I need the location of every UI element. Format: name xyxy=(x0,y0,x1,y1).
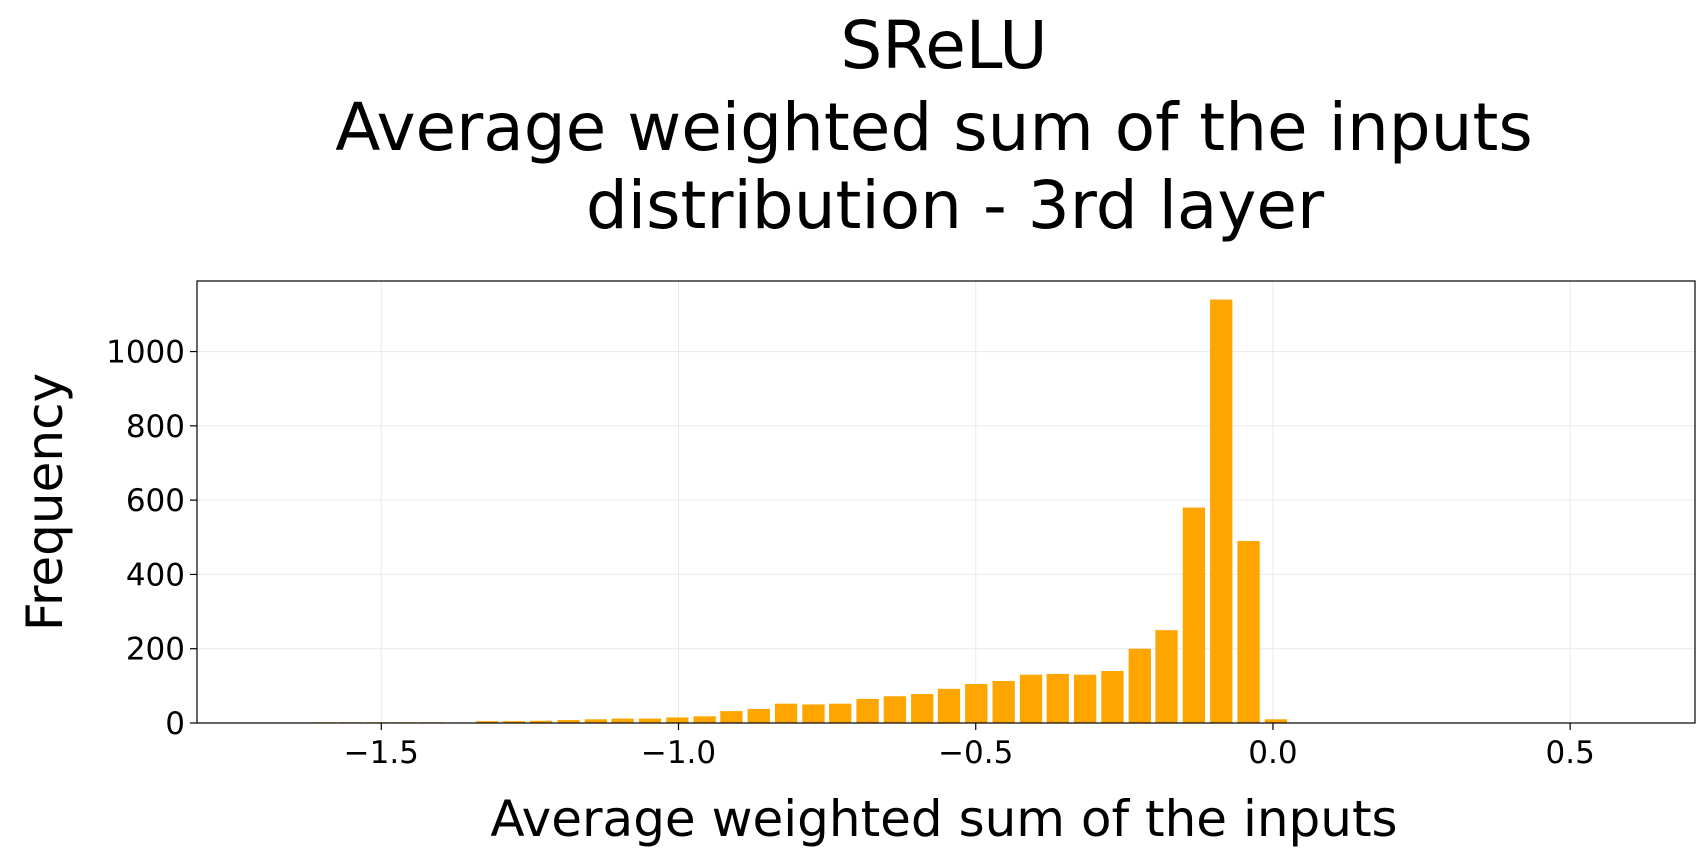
x-tick-label: −0.5 xyxy=(938,735,1013,771)
x-axis-label: Average weighted sum of the inputs xyxy=(490,790,1397,848)
bar xyxy=(911,694,934,723)
bar xyxy=(965,684,988,723)
y-tick-label: 400 xyxy=(126,557,185,593)
bar xyxy=(584,719,608,723)
bar xyxy=(1046,673,1069,723)
bar xyxy=(611,718,634,723)
bar xyxy=(1210,299,1233,723)
bar xyxy=(666,717,689,723)
bar xyxy=(992,681,1015,723)
bar xyxy=(937,688,961,723)
x-axis-ticks: −1.5 −1.0 −0.5 0.0 0.5 xyxy=(344,723,1595,771)
y-axis-ticks: 0 200 400 600 800 1000 xyxy=(106,335,197,742)
bar xyxy=(530,720,553,723)
bar xyxy=(747,708,770,723)
bar xyxy=(1264,719,1288,723)
chart-title-line-2: Average weighted sum of the inputs xyxy=(335,89,1533,166)
bar xyxy=(638,718,662,723)
y-tick-label: 1000 xyxy=(106,335,185,371)
bar xyxy=(720,711,743,723)
x-tick-label: 0.0 xyxy=(1248,735,1297,771)
chart-title-line-3: distribution - 3rd layer xyxy=(586,167,1325,244)
chart-title-line-1: SReLU xyxy=(840,7,1047,84)
bar xyxy=(1128,648,1151,723)
x-tick-label: −1.0 xyxy=(641,735,716,771)
bar xyxy=(829,703,852,723)
y-tick-label: 800 xyxy=(126,409,185,445)
chart-title: SReLU Average weighted sum of the inputs… xyxy=(335,7,1533,244)
bar xyxy=(802,704,825,723)
bar xyxy=(856,698,879,723)
bars xyxy=(312,299,1288,723)
x-tick-label: 0.5 xyxy=(1546,735,1595,771)
bar xyxy=(1155,630,1178,723)
bar xyxy=(1019,674,1043,723)
bar xyxy=(475,721,499,723)
bar xyxy=(1182,507,1206,723)
x-tick-label: −1.5 xyxy=(344,735,419,771)
bar xyxy=(1073,674,1097,723)
y-tick-label: 200 xyxy=(126,632,185,668)
bar xyxy=(883,696,907,723)
bar xyxy=(693,716,716,723)
bar xyxy=(1101,671,1124,723)
bar xyxy=(557,720,580,723)
gridlines xyxy=(197,281,1695,724)
y-tick-label: 0 xyxy=(165,706,185,742)
bar xyxy=(502,721,525,723)
plot-frame xyxy=(196,280,1696,724)
y-axis-label: Frequency xyxy=(16,373,74,631)
bar xyxy=(1237,541,1260,723)
y-tick-label: 600 xyxy=(126,483,185,519)
bar xyxy=(774,703,798,723)
